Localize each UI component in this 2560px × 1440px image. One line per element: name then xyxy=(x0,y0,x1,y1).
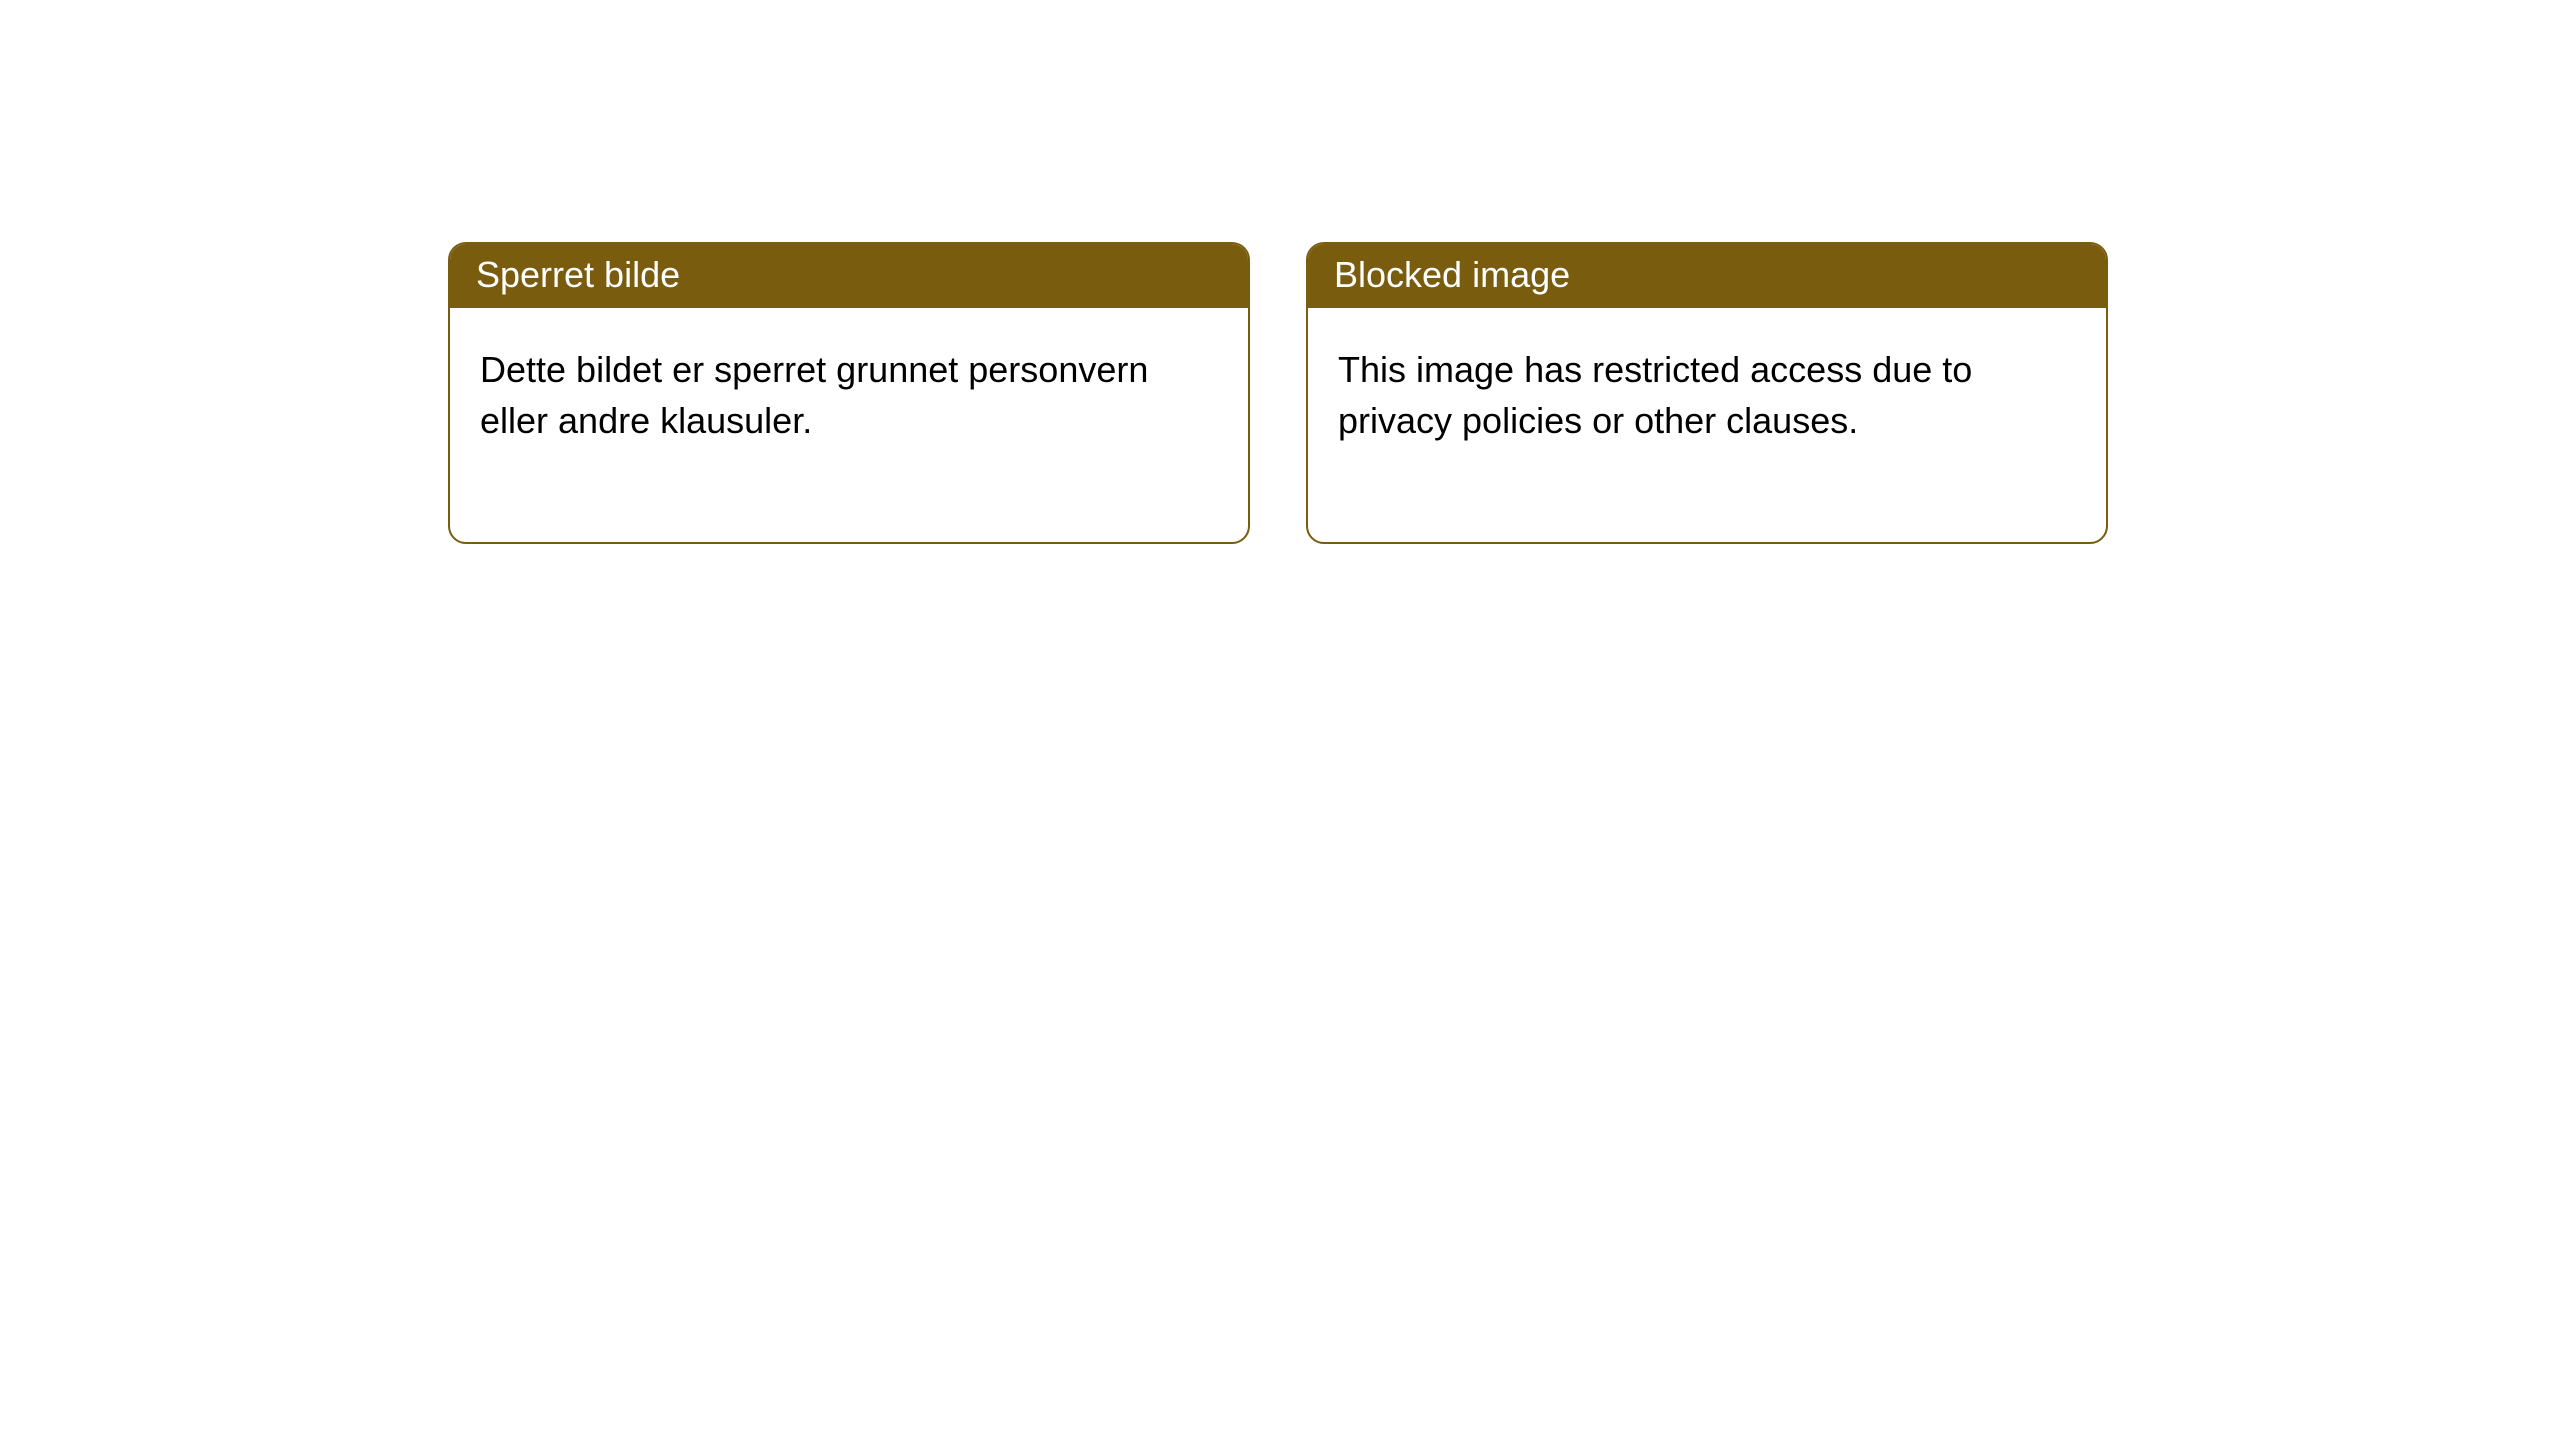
notice-card-norwegian: Sperret bilde Dette bildet er sperret gr… xyxy=(448,242,1250,544)
notice-container: Sperret bilde Dette bildet er sperret gr… xyxy=(0,0,2560,544)
notice-body-norwegian: Dette bildet er sperret grunnet personve… xyxy=(450,308,1248,542)
notice-body-english: This image has restricted access due to … xyxy=(1308,308,2106,542)
notice-title-norwegian: Sperret bilde xyxy=(450,244,1248,308)
notice-title-english: Blocked image xyxy=(1308,244,2106,308)
notice-card-english: Blocked image This image has restricted … xyxy=(1306,242,2108,544)
